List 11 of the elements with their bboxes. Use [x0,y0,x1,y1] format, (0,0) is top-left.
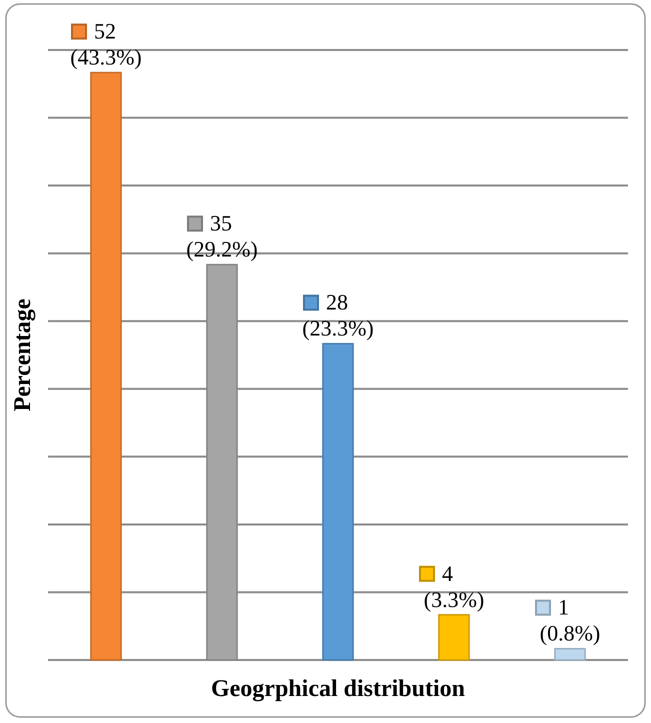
bar [438,614,470,661]
x-axis-title: Geogrphical distribution [210,676,466,702]
bar [554,648,586,661]
data-label: 35 (29.2%) [186,210,258,262]
y-axis-title: Percentage [10,298,36,412]
bar [322,342,354,661]
data-label: 1(0.8%) [540,594,600,646]
bar [90,72,122,661]
data-label: 4 (3.3%) [424,560,484,612]
data-label: 52 (43.3%) [70,18,142,70]
data-label: 28 (23.3%) [302,290,374,341]
